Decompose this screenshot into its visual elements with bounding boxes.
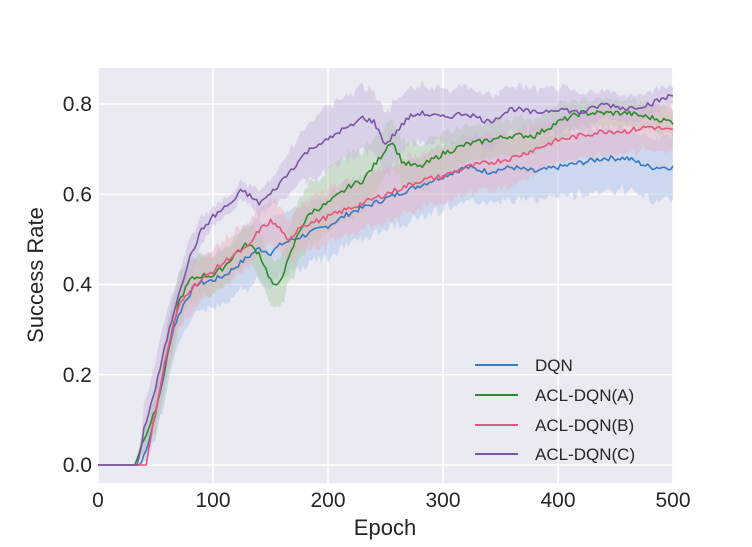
x-tick-label: 500 xyxy=(655,489,690,512)
legend-item-acl-dqn-a: ACL-DQN(A) xyxy=(475,386,634,405)
band-acl-dqn-c xyxy=(98,80,673,465)
line-acl-dqn-a xyxy=(98,110,674,466)
line-acl-dqn-b xyxy=(98,125,674,466)
y-axis-label: Success Rate xyxy=(23,207,48,343)
y-tick-label: 0.6 xyxy=(63,183,92,206)
x-tick-label: 300 xyxy=(425,489,460,512)
x-tick-label: 100 xyxy=(195,489,230,512)
x-tick-label: 0 xyxy=(92,489,104,512)
band-dqn xyxy=(98,122,673,465)
y-tick-label: 0.8 xyxy=(63,93,92,116)
y-axis-ticks: 0.0 0.2 0.4 0.6 0.8 xyxy=(63,93,93,477)
legend-item-acl-dqn-b: ACL-DQN(B) xyxy=(475,416,634,435)
y-tick-label: 0.4 xyxy=(63,274,93,297)
band-acl-dqn-b xyxy=(98,102,673,465)
confidence-bands xyxy=(98,80,673,465)
legend-label: ACL-DQN(A) xyxy=(535,386,634,405)
y-tick-label: 0.0 xyxy=(63,454,92,477)
legend-label: ACL-DQN(B) xyxy=(535,416,634,435)
legend: DQN ACL-DQN(A) ACL-DQN(B) ACL-DQN(C) xyxy=(475,356,635,464)
legend-label: DQN xyxy=(535,356,573,375)
y-tick-label: 0.2 xyxy=(63,364,92,387)
x-tick-label: 200 xyxy=(310,489,345,512)
series-lines xyxy=(98,93,674,466)
x-axis-label: Epoch xyxy=(354,515,416,540)
x-tick-label: 400 xyxy=(540,489,575,512)
legend-item-dqn: DQN xyxy=(475,356,573,375)
x-axis-ticks: 0 100 200 300 400 500 xyxy=(92,489,690,512)
legend-label: ACL-DQN(C) xyxy=(535,445,635,464)
line-acl-dqn-c xyxy=(98,93,674,466)
legend-item-acl-dqn-c: ACL-DQN(C) xyxy=(475,445,635,464)
